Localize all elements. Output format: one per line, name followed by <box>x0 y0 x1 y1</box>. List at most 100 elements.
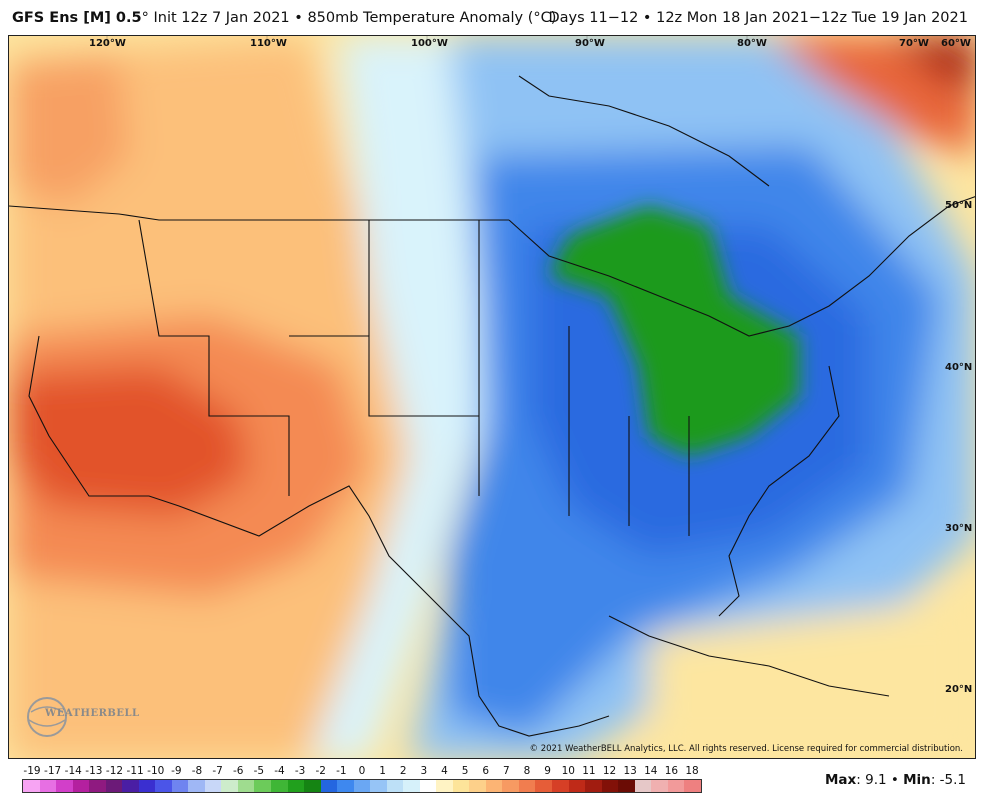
colorbar-cell <box>667 780 685 792</box>
colorbar-tick-label: -3 <box>294 765 306 777</box>
colorbar-cell <box>419 780 437 792</box>
colorbar-tick-label: 18 <box>685 765 699 777</box>
colorbar-cell <box>270 780 288 792</box>
colorbar-cell <box>518 780 536 792</box>
colorbar-cell <box>469 780 486 792</box>
anomaly-map <box>9 36 975 758</box>
colorbar-labels: -19 -17 -14 -13 -12 -11 -10 -9 -8 -7 -6 -5 -4 -3 -2 -1 0… <box>22 763 702 779</box>
colorbar-tick-label: 4 <box>441 765 448 777</box>
model-name: GFS Ens [M] 0.5 <box>12 10 142 26</box>
colorbar-cell <box>370 780 387 792</box>
colorbar-tick-label: -12 <box>105 765 124 777</box>
lon-label: 100°W <box>411 38 448 49</box>
logo-globe-icon <box>27 697 67 737</box>
min-value: : -5.1 <box>930 772 966 788</box>
title-right: Days 11−12 • 12z Mon 18 Jan 2021−12z Tue… <box>548 10 968 26</box>
colorbar-tick-label: -7 <box>212 765 223 777</box>
lon-label: 80°W <box>737 38 767 49</box>
lon-label: 70°W <box>899 38 929 49</box>
max-value: : 9.1 <box>856 772 887 788</box>
colorbar-tick-label: 11 <box>582 765 596 777</box>
colorbar-tick-label: 12 <box>602 765 617 777</box>
colorbar-cell <box>353 780 371 792</box>
degree-sign: ° <box>141 10 149 26</box>
colorbar-cell <box>89 780 106 792</box>
colorbar-cell <box>337 780 354 792</box>
colorbar-cell <box>72 780 90 792</box>
colorbar-tick-label: 5 <box>461 765 469 777</box>
colorbar-cell <box>568 780 586 792</box>
colorbar-cell <box>386 780 404 792</box>
min-label: Min <box>903 772 931 788</box>
colorbar-tick-label: -19 <box>23 765 41 777</box>
colorbar-tick-label: 9 <box>544 765 551 777</box>
valid-time: 12z Mon 18 Jan 2021−12z Tue 19 Jan 2021 <box>656 10 968 26</box>
colorbar-tick-label: -4 <box>274 765 285 777</box>
max-min-stats: Max: 9.1 • Min: -5.1 <box>825 772 966 788</box>
colorbar-cell <box>237 780 255 792</box>
lat-label: 50°N <box>945 200 973 211</box>
separator: • <box>294 10 303 26</box>
colorbar-tick-label: 8 <box>523 765 531 777</box>
colorbar-tick-label: -9 <box>171 765 182 777</box>
header: GFS Ens [M] 0.5° Init 12z 7 Jan 2021 • 8… <box>0 0 984 34</box>
colorbar-cell <box>105 780 123 792</box>
colorbar-tick-label: 0 <box>358 765 366 777</box>
colorbar-cell <box>287 780 305 792</box>
init-time: Init 12z 7 Jan 2021 <box>153 10 290 26</box>
colorbar-cell <box>585 780 602 792</box>
colorbar-tick-label: 14 <box>644 765 658 777</box>
colorbar-cell <box>204 780 222 792</box>
separator: • <box>642 10 652 26</box>
field-name: 850mb Temperature Anomaly (°C) <box>307 10 557 26</box>
colorbar-cell <box>138 780 156 792</box>
colorbar-tick-label: 6 <box>482 765 490 777</box>
lat-label: 20°N <box>945 684 973 695</box>
lat-label: 40°N <box>945 362 973 373</box>
colorbar-cell <box>535 780 552 792</box>
lon-label: 90°W <box>575 38 605 49</box>
colorbar-tick-label: 3 <box>420 765 428 777</box>
colorbar-tick-label: -1 <box>336 765 347 777</box>
colorbar-tick-label: -5 <box>253 765 265 777</box>
colorbar-cell <box>56 780 73 792</box>
logo-text: WEATHERBELL <box>45 708 140 719</box>
colorbar-tick-label: 7 <box>503 765 510 777</box>
weatherbell-logo: WEATHERBELL <box>23 694 139 740</box>
colorbar-tick-label: 16 <box>664 765 679 777</box>
colorbar-cell <box>403 780 420 792</box>
colorbar-cell <box>552 780 569 792</box>
lon-label: 110°W <box>250 38 287 49</box>
colorbar-cell <box>304 780 321 792</box>
max-label: Max <box>825 772 857 788</box>
colorbar-cell <box>39 780 57 792</box>
colorbar-cell <box>155 780 172 792</box>
colorbar-cell <box>23 780 40 792</box>
colorbar-tick-label: -17 <box>44 765 62 777</box>
colorbar-tick-label: 1 <box>379 765 386 777</box>
colorbar-cell <box>452 780 470 792</box>
colorbar-cell <box>254 780 271 792</box>
colorbar-scale <box>22 779 702 793</box>
colorbar-cell <box>122 780 139 792</box>
colorbar-cell <box>684 780 701 792</box>
lat-label: 30°N <box>945 523 973 534</box>
colorbar-cell <box>651 780 668 792</box>
colorbar-cell <box>436 780 453 792</box>
colorbar-cell <box>634 780 652 792</box>
colorbar-tick-label: -2 <box>315 765 326 777</box>
colorbar-cell <box>485 780 503 792</box>
colorbar-tick-label: -13 <box>85 765 103 777</box>
colorbar-tick-label: 2 <box>399 765 407 777</box>
colorbar-tick-label: -14 <box>64 765 82 777</box>
colorbar-tick-label: -8 <box>191 765 203 777</box>
colorbar-tick-label: 10 <box>561 765 575 777</box>
colorbar-cell <box>188 780 205 792</box>
copyright-credit: © 2021 WeatherBELL Analytics, LLC. All r… <box>529 744 963 754</box>
map-panel: 120°W 110°W 100°W 90°W 80°W 70°W 60°W 50… <box>8 35 976 759</box>
colorbar-tick-label: 13 <box>623 765 637 777</box>
colorbar-tick-label: -10 <box>147 765 165 777</box>
colorbar-cell <box>502 780 519 792</box>
colorbar-cell <box>601 780 619 792</box>
colorbar-cell <box>221 780 238 792</box>
